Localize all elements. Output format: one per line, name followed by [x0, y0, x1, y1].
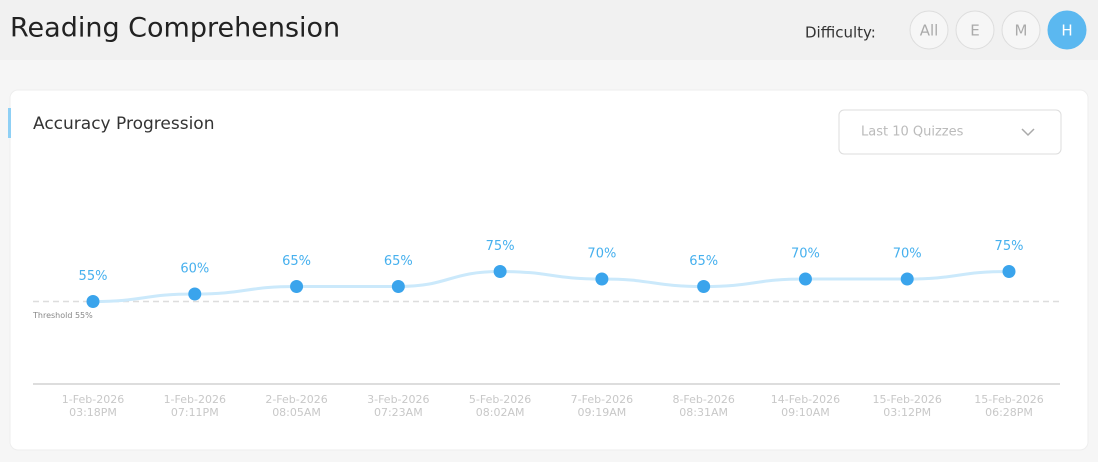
x-tick-label: 3-Feb-2026	[367, 393, 429, 406]
difficulty-button[interactable]	[1001, 10, 1041, 50]
x-tick-label: 06:28PM	[985, 406, 1033, 419]
threshold-label: Threshold 55%	[32, 311, 93, 320]
difficulty-option: All	[920, 22, 939, 40]
x-tick-label: 7-Feb-2026	[571, 393, 633, 406]
x-tick-label: 08:05AM	[272, 406, 321, 419]
data-point[interactable]	[86, 295, 100, 308]
value-label: 70%	[791, 247, 820, 262]
data-point[interactable]	[798, 272, 812, 286]
x-tick-label: 03:18PM	[69, 406, 117, 419]
value-label: 60%	[180, 262, 209, 277]
x-tick-label: 07:23AM	[374, 406, 423, 419]
value-label: 65%	[384, 254, 413, 269]
accuracy-line	[92, 269, 1010, 303]
value-label: 65%	[282, 254, 311, 269]
difficulty-label: Difficulty:	[805, 24, 876, 42]
difficulty-option: E	[970, 22, 979, 40]
x-tick-label: 09:10AM	[781, 406, 830, 419]
data-point[interactable]	[493, 265, 507, 278]
title-accent	[8, 108, 11, 138]
x-tick-label: 08:02AM	[476, 406, 525, 419]
value-label: 75%	[995, 239, 1024, 254]
value-label: 75%	[486, 239, 515, 254]
chart-title: Accuracy Progression	[33, 114, 214, 134]
difficulty-option: M	[1015, 22, 1028, 40]
x-tick-label: 15-Feb-2026	[873, 393, 942, 406]
x-tick-label: 08:31AM	[679, 406, 728, 419]
difficulty-option: H	[1061, 22, 1072, 40]
x-tick-label: 5-Feb-2026	[469, 393, 531, 406]
data-point[interactable]	[595, 272, 609, 286]
dropdown-box[interactable]	[838, 109, 1062, 155]
x-tick-label: 14-Feb-2026	[771, 393, 840, 406]
data-point[interactable]	[697, 280, 711, 293]
x-tick-label: 07:11PM	[171, 406, 219, 419]
chart-card	[9, 89, 1089, 451]
x-tick-label: 03:12PM	[883, 406, 931, 419]
x-tick-label: 8-Feb-2026	[672, 393, 734, 406]
data-point[interactable]	[1002, 265, 1016, 278]
value-label: 70%	[893, 247, 922, 262]
difficulty-button[interactable]	[1047, 10, 1087, 50]
x-tick-label: 09:19AM	[578, 406, 627, 419]
data-point[interactable]	[391, 280, 405, 293]
x-tick-label: 2-Feb-2026	[265, 393, 327, 406]
difficulty-button[interactable]	[909, 10, 949, 50]
dropdown-text: Last 10 Quizzes	[861, 125, 964, 140]
x-tick-label: 1-Feb-2026	[62, 393, 124, 406]
data-point[interactable]	[900, 272, 914, 286]
data-point[interactable]	[188, 287, 202, 301]
value-label: 65%	[689, 254, 718, 269]
filter-dropdown[interactable]: Last 10 Quizzes	[838, 109, 1062, 155]
data-point[interactable]	[290, 280, 304, 293]
x-tick-label: 15-Feb-2026	[974, 393, 1043, 406]
value-label: 55%	[79, 269, 108, 284]
page-title: Reading Comprehension	[10, 13, 340, 44]
difficulty-button[interactable]	[955, 10, 995, 50]
value-label: 70%	[587, 247, 616, 262]
x-tick-label: 1-Feb-2026	[164, 393, 226, 406]
chevron	[1021, 128, 1035, 137]
